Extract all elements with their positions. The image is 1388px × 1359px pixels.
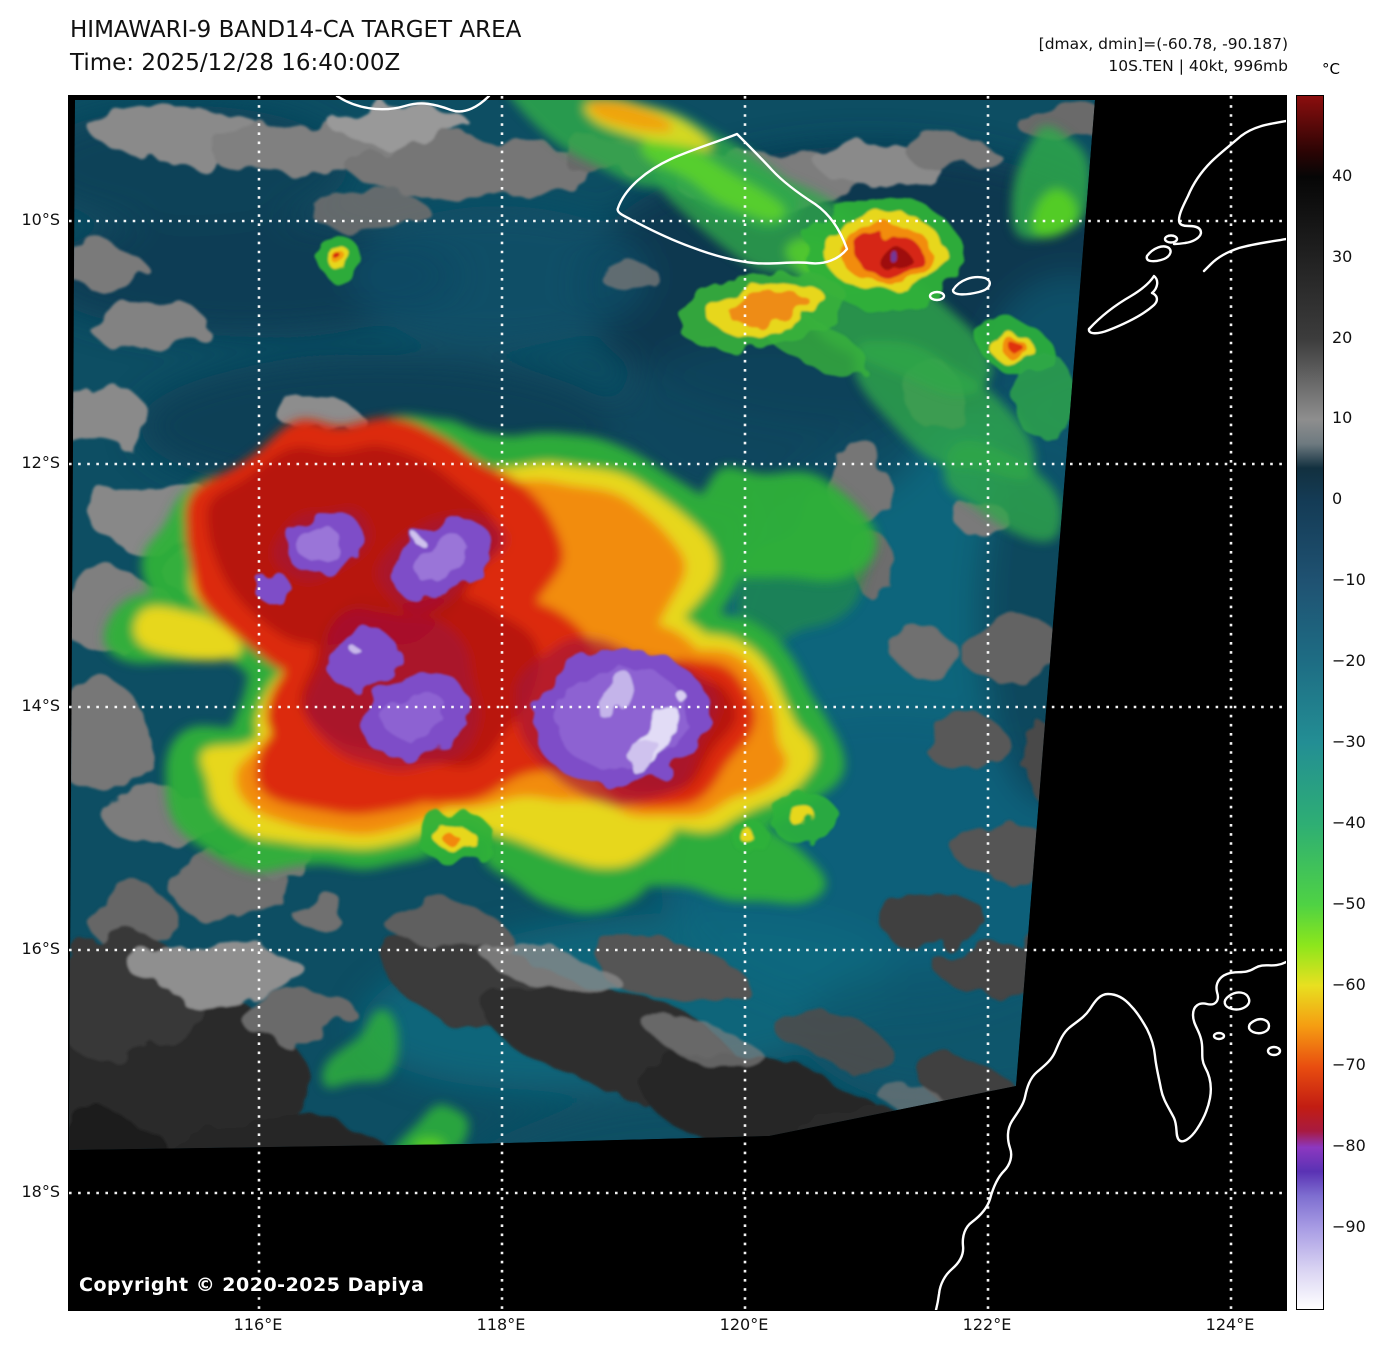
coastline-semau (1145, 245, 1172, 263)
coastline-timor-north (1172, 119, 1286, 246)
colorbar-tick-label: −80 (1332, 1136, 1366, 1156)
colorbar-tick-label: 30 (1332, 246, 1353, 266)
colorbar-tick-label: −90 (1332, 1217, 1366, 1237)
coastline-top-edge (335, 96, 491, 113)
latitude-tick-label: 10°S (21, 210, 60, 229)
gray-cloud-layer (69, 103, 1095, 1150)
latitude-tick-label: 16°S (21, 939, 60, 958)
off-scan-black-region (69, 100, 1286, 1310)
scan-data-region (69, 100, 1095, 1150)
colorbar-tick-label: −50 (1332, 893, 1366, 913)
storm-info: 10S.TEN | 40kt, 996mb (1108, 57, 1288, 75)
longitude-tick-label: 116°E (233, 1315, 283, 1334)
coastline-king-sound-island2 (1247, 1018, 1271, 1035)
coastline-king-sound-island (1223, 991, 1251, 1011)
latitude-tick-label: 18°S (21, 1182, 60, 1201)
satellite-map: Copyright © 2020-2025 Dapiya (68, 95, 1287, 1311)
coastline-timor-south (1202, 237, 1286, 273)
temperature-colorbar (1296, 95, 1324, 1310)
coastline-sumba (616, 132, 849, 265)
coastline-savu-islet (928, 290, 946, 302)
colorbar-unit-label: °C (1322, 60, 1340, 78)
coastline-savu (951, 276, 991, 296)
satellite-image (69, 96, 1286, 1310)
colorbar-tick-label: −10 (1332, 570, 1366, 590)
coastline-layer (335, 96, 1286, 1310)
colorbar-tick-label: −40 (1332, 812, 1366, 832)
colorbar-tick-label: 10 (1332, 408, 1353, 428)
dmax-dmin-readout: [dmax, dmin]=(-60.78, -90.187) (1038, 35, 1288, 53)
page-title: HIMAWARI-9 BAND14-CA TARGET AREA (70, 17, 522, 43)
longitude-tick-label: 122°E (962, 1315, 1012, 1334)
timestamp: Time: 2025/12/28 16:40:00Z (70, 50, 401, 76)
title-block: HIMAWARI-9 BAND14-CA TARGET AREA Time: 2… (70, 14, 521, 80)
coastline-islet3 (1212, 1031, 1226, 1041)
latitude-tick-label: 14°S (21, 696, 60, 715)
cold-overshoot-cores (254, 512, 709, 787)
colorbar-tick-label: −70 (1332, 1055, 1366, 1075)
coastline-rote (1087, 274, 1159, 335)
colorbar-tick-label: 40 (1332, 165, 1353, 185)
colorbar-tick-label: −20 (1332, 651, 1366, 671)
colorbar-tick-label: 20 (1332, 327, 1353, 347)
graticule-gridlines (69, 96, 1286, 1310)
colorbar-tick-label: 0 (1332, 489, 1343, 509)
annotation-block: [dmax, dmin]=(-60.78, -90.187) 10S.TEN |… (1039, 33, 1288, 77)
longitude-tick-label: 118°E (476, 1315, 526, 1334)
longitude-tick-label: 120°E (719, 1315, 769, 1334)
longitude-tick-label: 124°E (1205, 1315, 1255, 1334)
coastline-islet (1163, 234, 1179, 244)
secondary-convection (317, 198, 1074, 864)
colorbar-tick-label: −30 (1332, 731, 1366, 751)
coastline-australia (934, 960, 1286, 1310)
latitude-tick-label: 12°S (21, 453, 60, 472)
copyright-watermark: Copyright © 2020-2025 Dapiya (79, 1274, 425, 1296)
coastline-islet2 (1266, 1045, 1282, 1057)
colorbar-tick-label: −60 (1332, 974, 1366, 994)
